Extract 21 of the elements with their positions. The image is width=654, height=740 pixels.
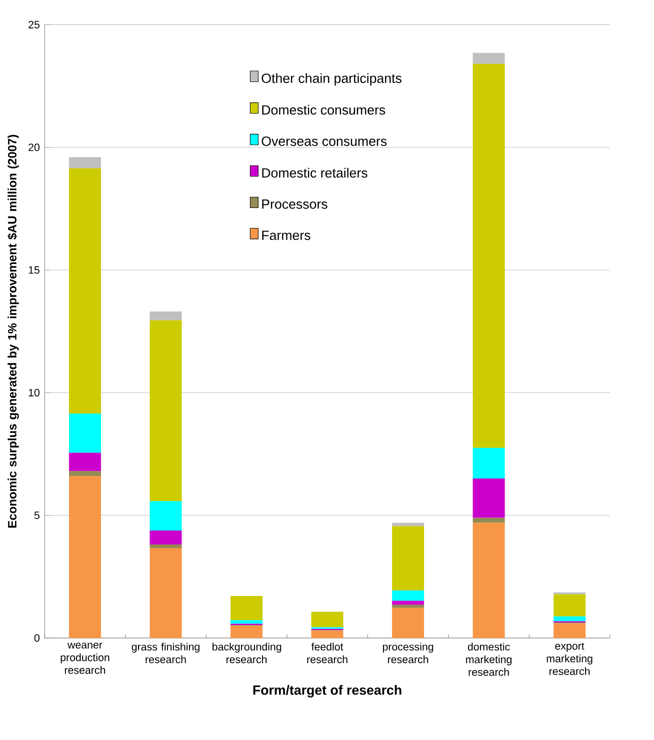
legend-label: Overseas consumers: [262, 136, 387, 146]
legend-label: Domestic retailers: [262, 168, 368, 178]
legend-label: Farmers: [262, 230, 310, 240]
x-axis-title: Form/target of research: [253, 685, 402, 698]
legend-label: Other chain participants: [262, 73, 402, 86]
x-tick-label: domestic marketing research: [466, 642, 512, 676]
y-axis-title: Economic surplus generated by 1% improvement $AU million (2007): [7, 134, 19, 528]
x-tick-label: export marketing research: [546, 642, 592, 676]
x-tick-label: weaner production research: [60, 642, 110, 674]
legend-label: Processors: [262, 200, 328, 209]
x-tick-label: grass finishing research: [132, 642, 200, 664]
y-tick-label: 10: [28, 388, 40, 396]
y-tick-label: 0: [34, 634, 40, 642]
y-tick-label: 15: [28, 266, 40, 274]
x-tick-label: processing research: [382, 642, 434, 664]
legend-label: Domestic consumers: [262, 104, 386, 115]
x-tick-label: backgrounding research: [212, 642, 282, 664]
y-tick-label: 25: [28, 20, 40, 28]
x-tick-label: feedlot research: [307, 642, 348, 664]
y-tick-label: 5: [34, 512, 40, 520]
y-tick-label: 20: [28, 144, 40, 152]
